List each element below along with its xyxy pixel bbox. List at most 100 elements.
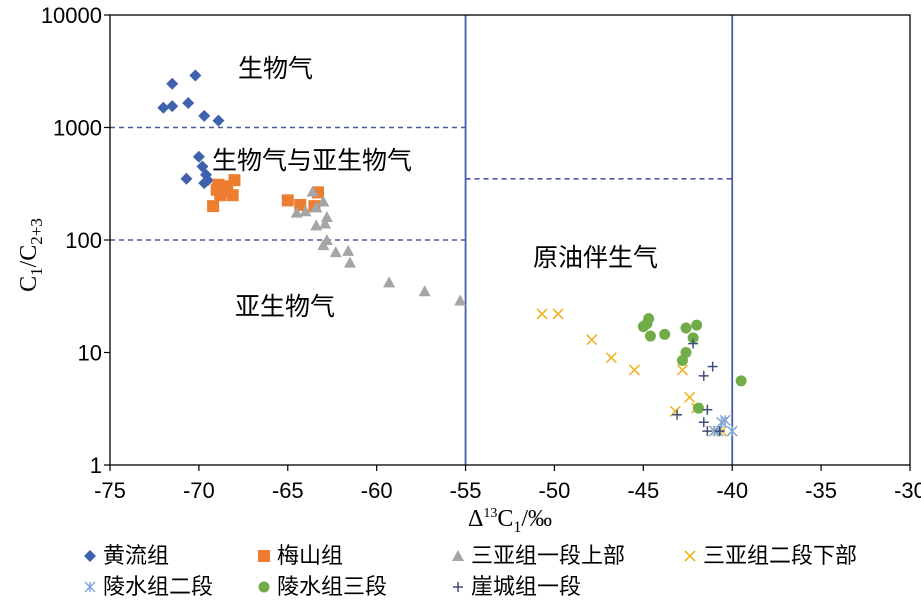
data-point-triangle <box>329 246 342 258</box>
region-label-crude: 原油伴生气 <box>533 243 658 272</box>
data-point-triangle <box>310 201 323 213</box>
data-point-triangle <box>317 239 330 251</box>
data-point-diamond <box>198 109 211 122</box>
data-point-plus <box>688 338 699 349</box>
data-point-x <box>676 364 689 376</box>
x-tick-label: -70 <box>183 478 215 503</box>
x-tick-label: -55 <box>450 478 482 503</box>
data-point-circle <box>735 375 747 387</box>
x-tick-label: -75 <box>94 478 126 503</box>
legend-label: 陵水组二段 <box>103 575 213 600</box>
legend-label: 梅山组 <box>277 544 343 569</box>
x-tick-label: -65 <box>272 478 304 503</box>
data-point-xstar <box>716 416 728 428</box>
y-tick-label: 100 <box>65 228 102 253</box>
x-tick-label: -60 <box>361 478 393 503</box>
data-point-triangle <box>383 276 396 288</box>
legend-marker-square <box>258 550 270 562</box>
data-point-x-stroke <box>605 352 617 364</box>
data-point-circle <box>687 332 699 344</box>
data-point-circle <box>644 330 656 342</box>
legend-marker-x <box>684 550 696 562</box>
data-point-plus <box>672 409 683 420</box>
legend-marker-x-stroke <box>684 550 696 562</box>
data-point-triangle <box>319 217 332 229</box>
data-point-diamond <box>212 114 225 127</box>
data-point-x-stroke <box>669 405 681 417</box>
data-point-triangle <box>299 205 312 217</box>
legend-label: 崖城组一段 <box>471 575 581 600</box>
data-point-diamond <box>157 101 170 114</box>
data-point-plus <box>714 426 725 437</box>
data-point-plus <box>698 370 709 381</box>
plot-layer: -75 -70 -65 -60 -55 -50 -45 -40 -35 -30 1 10 100 1000… <box>41 3 921 503</box>
y-tick-label: 10000 <box>41 3 102 28</box>
data-point-square <box>214 189 227 202</box>
legend-marker-diamond <box>84 550 96 562</box>
data-point-circle <box>691 319 703 331</box>
legend-label: 黄流组 <box>103 544 169 569</box>
data-point-x <box>552 308 564 320</box>
legend-label: 陵水组三段 <box>277 575 387 600</box>
data-point-square <box>228 174 241 187</box>
x-tick-label: -40 <box>716 478 748 503</box>
data-point-x-stroke <box>552 308 564 320</box>
data-point-x-stroke <box>586 334 598 346</box>
y-tick-label: 10 <box>78 341 102 366</box>
data-point-circle <box>676 354 688 366</box>
data-point-triangle <box>310 219 323 231</box>
y-tick-label: 1 <box>90 453 102 478</box>
data-point-x <box>683 391 696 403</box>
data-point-x-stroke <box>536 308 548 320</box>
legend-marker-xstar <box>84 581 96 593</box>
data-point-triangle <box>306 185 319 197</box>
data-point-plus <box>707 361 718 372</box>
x-tick-label: -45 <box>627 478 659 503</box>
data-point-diamond <box>192 150 205 163</box>
data-point-triangle <box>290 206 303 218</box>
data-point-triangle <box>317 195 330 207</box>
data-point-triangle <box>342 244 355 256</box>
data-point-square <box>281 194 294 207</box>
data-point-diamond <box>198 177 211 190</box>
legend-marker-plus <box>453 582 463 592</box>
y-tick-label: 1000 <box>53 116 102 141</box>
region-label-bio: 生物气 <box>238 54 313 83</box>
data-point-x-stroke <box>676 364 689 376</box>
data-point-plus <box>702 426 713 437</box>
data-point-triangle <box>454 294 467 306</box>
data-point-diamond <box>166 100 179 113</box>
y-axis-title: C1/C2+3 <box>16 218 46 292</box>
data-point-square <box>207 200 220 213</box>
data-point-xstar <box>726 425 738 437</box>
legend-label: 三亚组一段上部 <box>471 544 625 569</box>
region-label-sub: 亚生物气 <box>235 292 335 321</box>
data-point-x-stroke <box>628 364 641 376</box>
region-label-bio-sub: 生物气与亚生物气 <box>212 146 412 175</box>
legend-marker-circle <box>258 581 270 593</box>
data-point-diamond <box>180 172 193 185</box>
data-point-triangle <box>344 256 356 268</box>
data-point-triangle <box>418 285 431 297</box>
data-point-circle <box>637 321 649 333</box>
legend-marker-triangle <box>452 550 464 561</box>
data-point-diamond <box>182 97 195 110</box>
plot-frame <box>109 14 911 466</box>
data-point-circle <box>692 402 704 414</box>
data-point-triangle <box>320 211 333 223</box>
data-point-x <box>605 352 617 364</box>
data-point-diamond <box>189 69 202 82</box>
legend-label: 三亚组二段下部 <box>703 544 857 569</box>
data-point-circle <box>659 328 671 340</box>
data-point-x <box>586 334 598 346</box>
x-tick-label: -35 <box>805 478 837 503</box>
data-point-x <box>628 364 641 376</box>
data-point-x <box>536 308 548 320</box>
data-point-diamond <box>166 77 179 90</box>
data-point-plus <box>698 417 709 428</box>
x-tick-label: -50 <box>539 478 571 503</box>
data-point-plus <box>702 404 713 415</box>
data-point-x-stroke <box>683 391 696 403</box>
